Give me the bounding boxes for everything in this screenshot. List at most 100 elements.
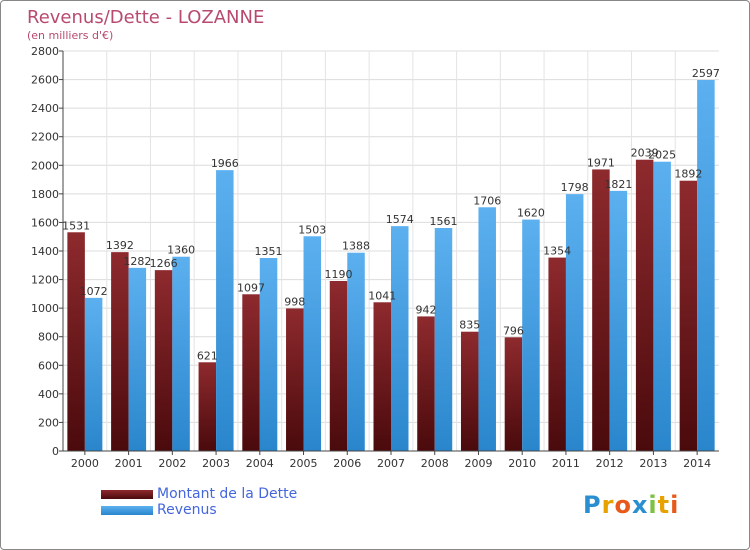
data-label-dette: 1892 [674, 168, 702, 181]
chart-title: Revenus/Dette - LOZANNE [27, 7, 265, 28]
legend-item-dette: Montant de la Dette [101, 486, 297, 502]
data-label-revenus: 2025 [648, 149, 676, 162]
bar-dette [504, 337, 523, 451]
y-tick-label: 1200 [31, 274, 59, 287]
x-tick-label: 2005 [290, 457, 318, 470]
y-tick-label: 1600 [31, 216, 59, 229]
data-label-dette: 835 [459, 319, 480, 332]
y-tick-label: 2200 [31, 131, 59, 144]
x-tick-label: 2012 [596, 457, 624, 470]
data-label-revenus: 1821 [604, 178, 632, 191]
bar-revenus [391, 226, 409, 451]
data-label-dette: 998 [284, 295, 305, 308]
data-label-revenus: 1561 [429, 215, 457, 228]
y-tick-label: 800 [38, 331, 59, 344]
bar-dette [154, 270, 173, 451]
x-tick-label: 2010 [508, 457, 536, 470]
proxiti-logo: Proxiti [583, 491, 679, 519]
bar-revenus [172, 256, 190, 451]
legend-label-dette: Montant de la Dette [157, 486, 298, 502]
x-tick-label: 2008 [421, 457, 449, 470]
bar-revenus [653, 161, 671, 451]
bar-dette [373, 302, 391, 451]
y-tick-label: 2800 [31, 45, 59, 58]
bar-revenus [128, 267, 147, 451]
x-tick-label: 2013 [639, 457, 667, 470]
bar-revenus [216, 170, 234, 451]
x-tick-label: 2007 [377, 457, 405, 470]
bar-dette [460, 331, 479, 451]
bar-dette [198, 362, 217, 451]
chart-subtitle: (en milliers d'€) [27, 29, 114, 42]
bar-dette [67, 232, 85, 451]
data-label-revenus: 2597 [692, 67, 720, 80]
y-tick-label: 2000 [31, 159, 59, 172]
bar-revenus [565, 194, 584, 451]
bar-dette [242, 294, 260, 451]
data-label-revenus: 1706 [473, 194, 501, 207]
bar-dette [635, 159, 654, 451]
data-label-revenus: 1798 [561, 181, 589, 194]
bar-revenus [303, 236, 322, 451]
x-tick-label: 2003 [202, 457, 230, 470]
data-label-dette: 1097 [237, 281, 265, 294]
x-tick-label: 2011 [552, 457, 580, 470]
x-tick-label: 2000 [71, 457, 99, 470]
bar-revenus [609, 190, 628, 451]
y-tick-label: 200 [38, 416, 59, 429]
data-label-dette: 1971 [587, 156, 615, 169]
legend-swatch-revenus [101, 505, 153, 515]
logo-letter: P [583, 491, 602, 519]
bar-revenus [434, 228, 453, 451]
legend-label-revenus: Revenus [157, 502, 217, 518]
legend-item-revenus: Revenus [101, 502, 297, 518]
data-label-revenus: 1072 [80, 285, 108, 298]
bar-dette [111, 252, 129, 451]
logo-letter: i [648, 491, 658, 519]
data-label-revenus: 1388 [342, 240, 370, 253]
data-label-dette: 1392 [106, 239, 134, 252]
bar-revenus [522, 219, 540, 451]
bars-layer [67, 80, 715, 451]
data-label-revenus: 1574 [386, 213, 414, 226]
bar-dette [548, 257, 566, 451]
y-tick-label: 400 [38, 388, 59, 401]
logo-letter: t [657, 491, 671, 519]
data-label-revenus: 1620 [517, 207, 545, 220]
data-label-dette: 1041 [368, 289, 396, 302]
x-tick-label: 2002 [158, 457, 186, 470]
y-tick-label: 1800 [31, 188, 59, 201]
y-tick-label: 2600 [31, 74, 59, 87]
legend-swatch-dette [101, 489, 153, 499]
y-tick-label: 2400 [31, 102, 59, 115]
bar-dette [679, 180, 698, 451]
y-tick-label: 1400 [31, 245, 59, 258]
x-tick-label: 2004 [246, 457, 274, 470]
legend: Montant de la Dette Revenus [101, 486, 297, 518]
bar-dette [329, 281, 348, 451]
x-tick-label: 2006 [333, 457, 361, 470]
x-tick-label: 2014 [683, 457, 711, 470]
logo-letter: i [670, 491, 680, 519]
data-label-dette: 2039 [631, 147, 659, 160]
data-label-dette: 796 [503, 324, 524, 337]
bar-dette [286, 308, 304, 451]
data-label-dette: 1266 [150, 257, 178, 270]
bar-revenus [697, 80, 715, 451]
bar-revenus [84, 297, 103, 451]
data-label-revenus: 1360 [167, 244, 195, 257]
bar-dette [592, 169, 610, 451]
bar-revenus [347, 252, 365, 451]
data-label-revenus: 1282 [123, 255, 151, 268]
data-label-dette: 1354 [543, 245, 571, 258]
logo-letter: x [631, 491, 649, 519]
data-label-dette: 1190 [325, 268, 353, 281]
y-tick-label: 1000 [31, 302, 59, 315]
x-tick-label: 2001 [115, 457, 143, 470]
bar-dette [417, 316, 435, 451]
data-label-revenus: 1351 [255, 245, 283, 258]
y-tick-label: 600 [38, 359, 59, 372]
